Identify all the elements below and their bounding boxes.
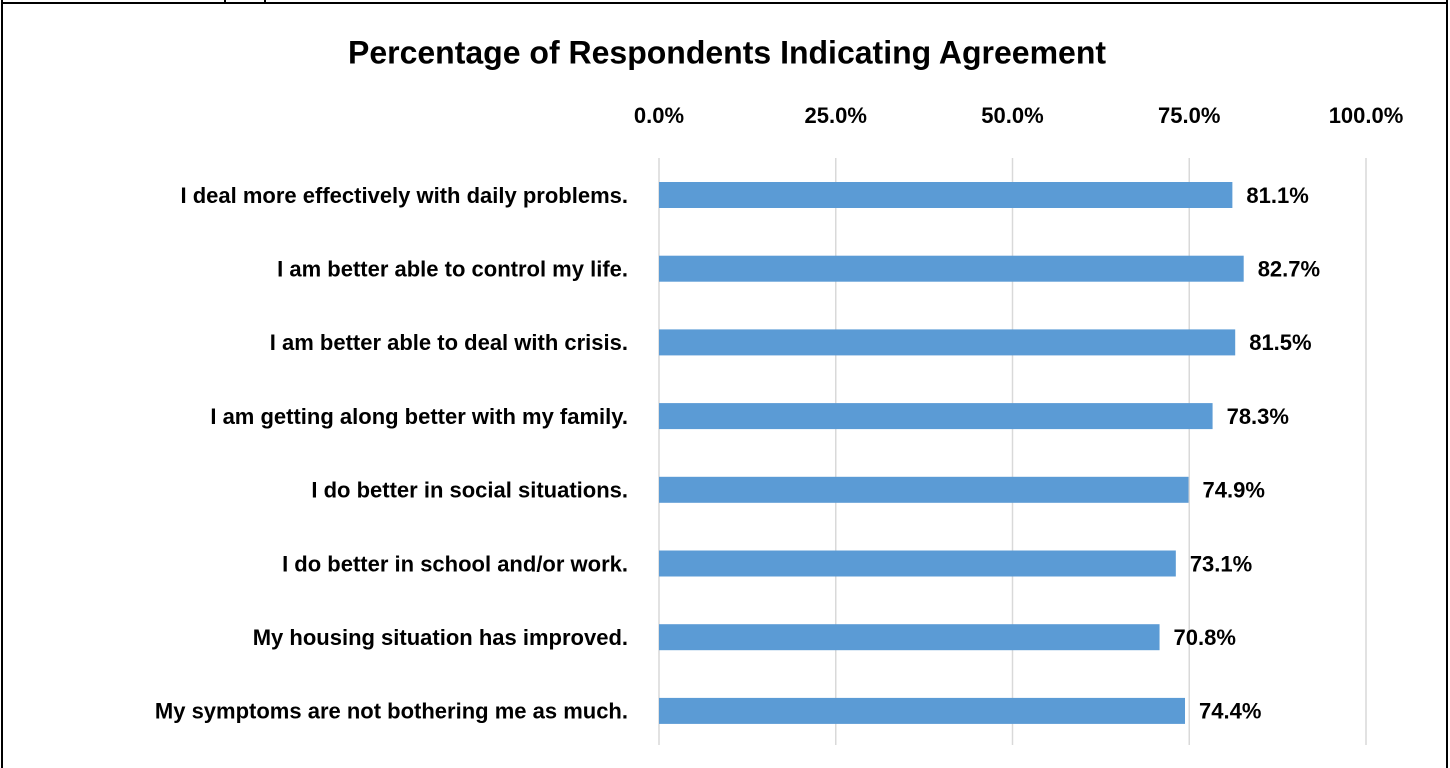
y-tick-label: I do better in school and/or work. — [282, 551, 628, 576]
x-tick-label: 50.0% — [981, 103, 1043, 128]
data-label: 70.8% — [1174, 625, 1236, 650]
data-label: 82.7% — [1258, 257, 1320, 282]
data-label: 81.5% — [1249, 330, 1311, 355]
y-tick-label: I deal more effectively with daily probl… — [181, 183, 628, 208]
data-label: 74.4% — [1199, 699, 1261, 724]
bar — [659, 476, 1189, 503]
y-tick-label: I am getting along better with my family… — [210, 404, 628, 429]
y-tick-label: My symptoms are not bothering me as much… — [155, 699, 628, 724]
x-tick-label: 75.0% — [1158, 103, 1220, 128]
bar — [659, 697, 1186, 724]
chart-title: Percentage of Respondents Indicating Agr… — [348, 34, 1106, 70]
data-label: 81.1% — [1246, 183, 1308, 208]
x-tick-label: 100.0% — [1329, 103, 1404, 128]
x-tick-label: 25.0% — [805, 103, 867, 128]
data-label: 73.1% — [1190, 551, 1252, 576]
bar — [659, 403, 1213, 430]
bar — [659, 624, 1160, 651]
x-tick-label: 0.0% — [634, 103, 684, 128]
y-tick-label: I am better able to control my life. — [277, 257, 628, 282]
bar — [659, 550, 1176, 577]
bar — [659, 182, 1233, 208]
y-tick-label: My housing situation has improved. — [253, 625, 628, 650]
data-label: 74.9% — [1203, 478, 1265, 503]
y-tick-label: I do better in social situations. — [311, 478, 628, 503]
y-tick-label: I am better able to deal with crisis. — [270, 330, 628, 355]
bar — [659, 329, 1236, 356]
data-label: 78.3% — [1227, 404, 1289, 429]
bar — [659, 255, 1244, 282]
